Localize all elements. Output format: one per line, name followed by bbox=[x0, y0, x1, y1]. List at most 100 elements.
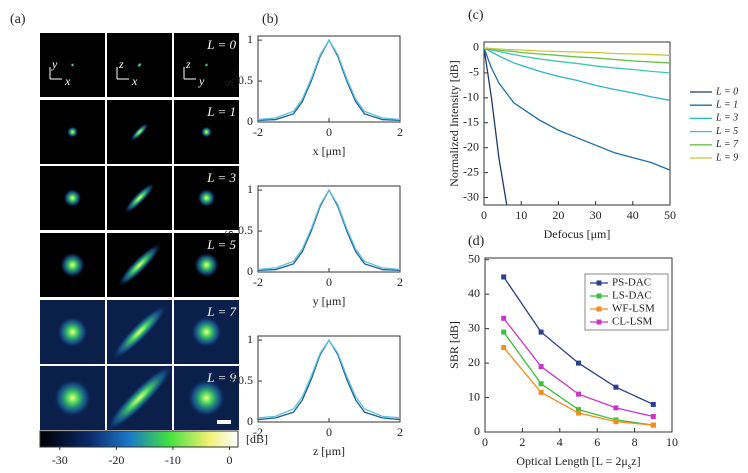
data-line bbox=[484, 47, 670, 57]
row-label: L = 0 bbox=[206, 37, 236, 52]
x-tick-label: 0 bbox=[326, 125, 332, 139]
data-line bbox=[484, 47, 508, 205]
x-tick-label: 2 bbox=[519, 435, 525, 449]
psf-spot bbox=[124, 182, 155, 214]
data-point bbox=[576, 391, 581, 397]
data-point bbox=[650, 401, 656, 407]
legend-marker bbox=[596, 293, 602, 299]
psf-spot bbox=[187, 378, 226, 418]
data-line bbox=[258, 338, 400, 421]
data-line bbox=[258, 38, 400, 121]
data-line bbox=[258, 188, 400, 272]
x-tick-label: 20 bbox=[552, 208, 564, 222]
data-point bbox=[538, 389, 544, 395]
label-part: S bbox=[222, 380, 236, 387]
y-tick-label: 20 bbox=[468, 355, 480, 369]
panel-label: (d) bbox=[468, 234, 485, 249]
psf-spot bbox=[63, 189, 82, 207]
y-tick-label: 0 bbox=[474, 424, 480, 438]
x-tick-label: -2 bbox=[253, 125, 263, 139]
y-tick-label: 0.5 bbox=[238, 73, 253, 87]
data-point bbox=[538, 364, 544, 370]
x-tick-label: 0 bbox=[326, 275, 332, 289]
y-tick-label: 0 bbox=[247, 414, 253, 428]
label-part: S bbox=[222, 230, 236, 237]
axis-icon-label: z bbox=[185, 57, 191, 71]
data-line bbox=[484, 47, 670, 171]
x-tick-label: 4 bbox=[557, 435, 563, 449]
y-tick-label: 50 bbox=[468, 251, 480, 265]
y-axis-label: Normalized Intensity [dB] bbox=[447, 60, 461, 187]
y-tick-label: -15 bbox=[463, 115, 479, 129]
data-point bbox=[576, 410, 581, 416]
legend-marker bbox=[596, 280, 602, 286]
psf-spot bbox=[117, 243, 162, 287]
label-part: Optical Length [L = 2μ bbox=[516, 454, 627, 468]
y-tick-label: 30 bbox=[468, 320, 480, 334]
label-part: Normalized Intensity [dB] bbox=[447, 60, 461, 187]
psf-spot bbox=[204, 63, 209, 67]
data-point bbox=[576, 360, 581, 366]
y-tick-label: 0 bbox=[247, 114, 253, 128]
colorbar bbox=[39, 430, 239, 448]
plot-frame bbox=[257, 35, 401, 123]
psf-spot bbox=[56, 316, 89, 348]
x-axis-label: Optical Length [L = 2μsz] bbox=[516, 454, 640, 471]
y-axis-label: St,c bbox=[222, 371, 239, 386]
label-part: z] bbox=[631, 454, 640, 468]
y-tick-label: 1 bbox=[247, 332, 253, 346]
legend-marker bbox=[596, 319, 602, 325]
data-point bbox=[501, 274, 507, 280]
label-part: t,c bbox=[229, 371, 239, 380]
x-tick-label: 2 bbox=[397, 275, 403, 289]
legend-label: L = 3 bbox=[715, 113, 738, 124]
psf-spot bbox=[53, 378, 92, 418]
x-tick-label: 0 bbox=[482, 435, 488, 449]
axis-icon bbox=[183, 67, 196, 80]
label-part: y [μm] bbox=[313, 294, 346, 308]
x-tick-label: 10 bbox=[515, 208, 527, 222]
y-tick-label: 0 bbox=[473, 40, 479, 54]
data-line bbox=[258, 188, 400, 271]
legend-label: PS-DAC bbox=[612, 277, 651, 289]
data-point bbox=[650, 413, 656, 419]
y-tick-label: 1 bbox=[247, 32, 253, 46]
legend-label: L = 5 bbox=[715, 126, 738, 137]
psf-spot bbox=[190, 316, 223, 348]
colorbar-tick-label: -30 bbox=[52, 453, 68, 467]
data-line bbox=[484, 47, 670, 101]
row-label: L = 9 bbox=[206, 370, 236, 385]
y-tick-label: 1 bbox=[247, 182, 253, 196]
data-point bbox=[613, 419, 619, 425]
x-tick-label: -2 bbox=[253, 425, 263, 439]
axis-icon-label: y bbox=[51, 57, 58, 71]
legend-label: L = 1 bbox=[715, 99, 738, 110]
data-point bbox=[538, 381, 544, 387]
axis-icon bbox=[49, 67, 62, 80]
psf-spot bbox=[130, 123, 149, 141]
data-point bbox=[613, 405, 619, 411]
label-part: SBR [dB] bbox=[447, 321, 461, 369]
y-tick-label: -20 bbox=[463, 139, 479, 153]
legend-label: L = 0 bbox=[715, 86, 738, 97]
x-tick-label: 0 bbox=[326, 425, 332, 439]
y-tick-label: 40 bbox=[468, 286, 480, 300]
psf-spot bbox=[104, 363, 175, 433]
label-part: x [μm] bbox=[313, 144, 346, 158]
plot-frame bbox=[484, 257, 673, 433]
y-tick-label: 0.5 bbox=[238, 223, 253, 237]
x-tick-label: 40 bbox=[627, 208, 639, 222]
psf-spot bbox=[70, 63, 75, 67]
data-line bbox=[484, 47, 670, 64]
data-line bbox=[258, 338, 400, 419]
data-point bbox=[650, 422, 656, 428]
y-axis-label: St,c bbox=[222, 221, 239, 236]
x-tick-label: 8 bbox=[632, 435, 638, 449]
y-axis-label: St,c bbox=[222, 71, 239, 86]
data-line bbox=[503, 317, 654, 418]
x-axis-label: y [μm] bbox=[313, 294, 346, 308]
x-tick-label: 30 bbox=[590, 208, 602, 222]
panel-label: (a) bbox=[10, 12, 26, 27]
x-axis-label: z [μm] bbox=[313, 444, 345, 458]
